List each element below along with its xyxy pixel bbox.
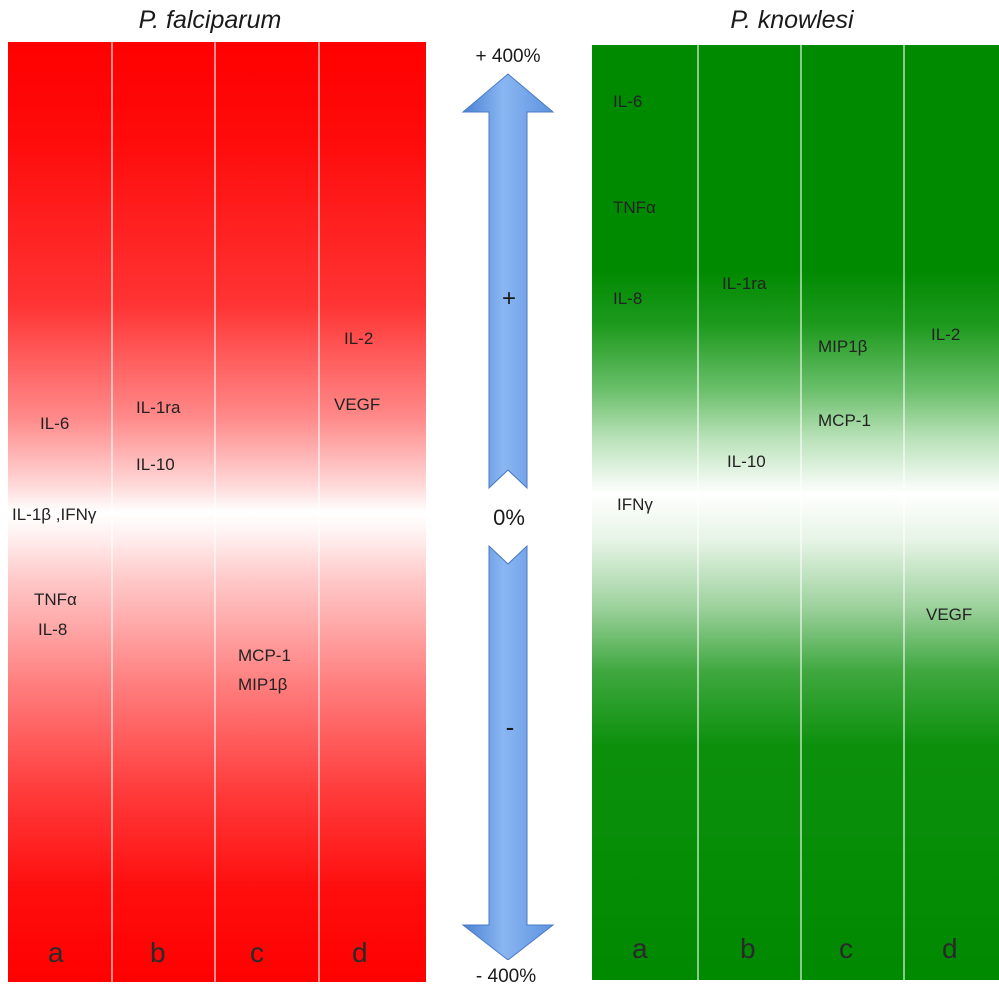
label-pf-il10: IL-10 — [136, 455, 175, 474]
panel-p-falciparum: IL-6 IL-1β ,IFNγ TNFα IL-8 IL-1ra IL-10 … — [8, 42, 426, 982]
column-divider — [800, 45, 802, 980]
column-divider — [111, 42, 113, 982]
label-pk-mcp1: MCP-1 — [818, 411, 871, 430]
up-arrow-icon — [461, 73, 555, 490]
label-pf-mcp1: MCP-1 — [238, 646, 291, 665]
label-pk-ifng: IFNγ — [617, 495, 653, 514]
label-pk-il2: IL-2 — [931, 325, 961, 344]
column-divider — [697, 45, 699, 980]
double-arrow-icon — [461, 73, 555, 960]
label-pf-il8: IL-8 — [38, 620, 68, 639]
label-pk-vegf: VEGF — [926, 605, 973, 624]
down-arrow-icon — [461, 544, 555, 960]
title-p-knowlesi: P. knowlesi — [730, 6, 854, 34]
column-label-c: c — [839, 933, 853, 964]
column-divider — [903, 45, 905, 980]
scale-minus-sign: - — [505, 712, 515, 742]
scale-zero-label: 0% — [493, 505, 525, 530]
label-pf-il1b-ifng: IL-1β ,IFNγ — [12, 505, 97, 524]
label-pf-il1ra: IL-1ra — [136, 398, 181, 417]
label-pf-tnfa: TNFα — [34, 590, 77, 609]
label-pk-il8: IL-8 — [613, 289, 643, 308]
label-pk-il10: IL-10 — [727, 452, 766, 471]
label-pf-il2: IL-2 — [344, 329, 374, 348]
column-divider — [214, 42, 216, 982]
column-label-a: a — [48, 937, 64, 968]
label-pk-mip1b: MIP1β — [818, 337, 868, 356]
column-divider — [318, 42, 320, 982]
column-label-d: d — [352, 937, 368, 968]
column-label-b: b — [740, 933, 756, 964]
label-pf-vegf: VEGF — [334, 395, 381, 414]
scale-plus-sign: + — [501, 285, 517, 312]
scale-top-label: + 400% — [475, 46, 541, 67]
label-pk-tnfa: TNFα — [613, 198, 656, 217]
column-label-a: a — [632, 933, 648, 964]
scale-bottom-label: - 400% — [475, 966, 537, 987]
label-pk-il6: IL-6 — [613, 92, 643, 111]
label-pk-il1ra: IL-1ra — [722, 274, 767, 293]
panel-p-knowlesi: IL-6 TNFα IL-8 IFNγ IL-1ra IL-10 MIP1β M… — [592, 45, 999, 980]
label-pf-il6: IL-6 — [40, 414, 70, 433]
column-label-b: b — [150, 937, 166, 968]
label-pf-mip1b: MIP1β — [238, 675, 288, 694]
column-label-d: d — [942, 933, 958, 964]
title-p-falciparum: P. falciparum — [138, 6, 282, 34]
column-label-c: c — [250, 937, 264, 968]
